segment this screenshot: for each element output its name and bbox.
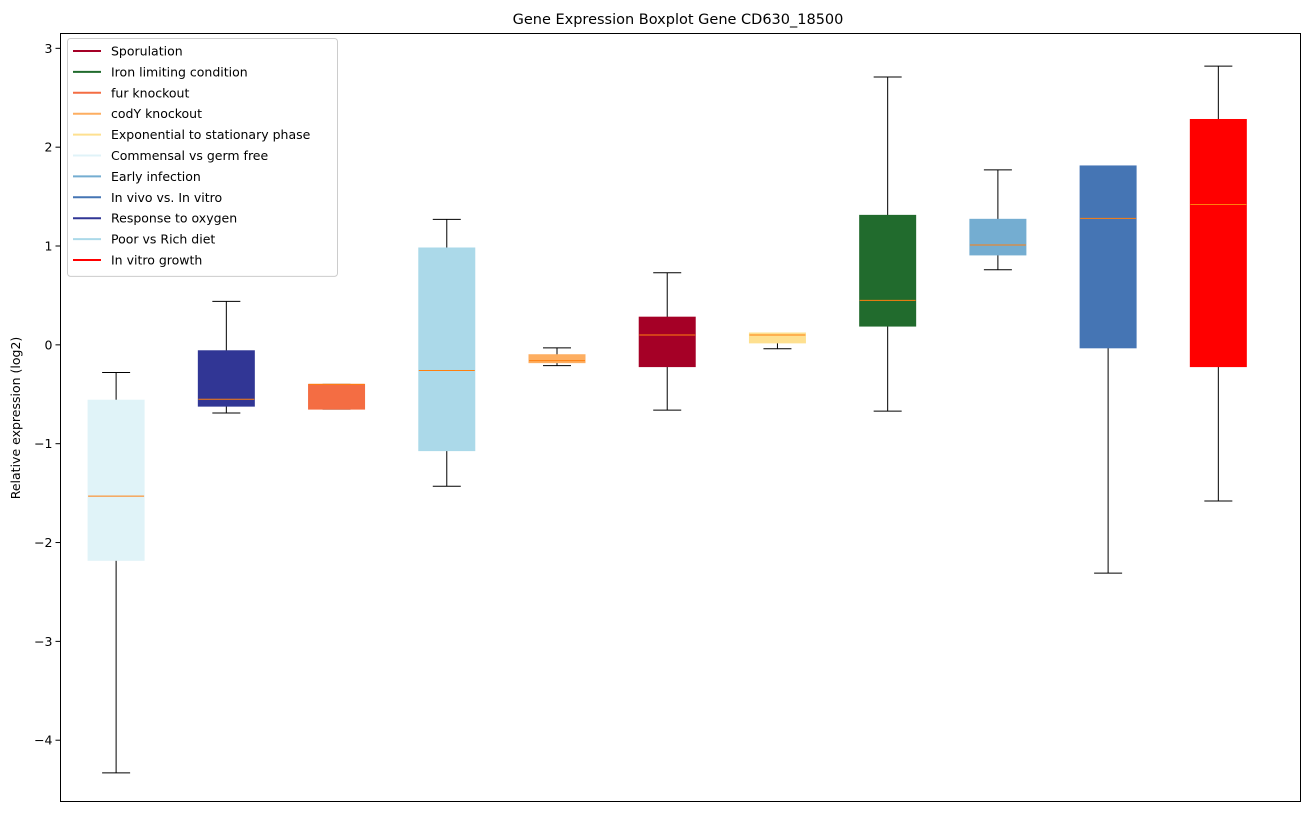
box-group bbox=[197, 300, 255, 414]
legend-entry: Response to oxygen bbox=[73, 211, 237, 226]
legend-label: In vivo vs. In vitro bbox=[111, 190, 222, 205]
box-iqr bbox=[308, 383, 366, 410]
y-tick-label: 3 bbox=[45, 41, 53, 56]
box-group bbox=[859, 76, 917, 412]
y-tick-label: 0 bbox=[45, 337, 53, 352]
box-iqr bbox=[859, 214, 917, 327]
box-group bbox=[1189, 65, 1247, 502]
boxes-layer bbox=[87, 65, 1247, 774]
legend-entry: fur knockout bbox=[73, 85, 189, 100]
box-group bbox=[748, 332, 806, 350]
legend-entry: In vitro growth bbox=[73, 253, 202, 268]
box-iqr bbox=[638, 316, 696, 368]
legend-label: fur knockout bbox=[111, 85, 189, 100]
chart-title: Gene Expression Boxplot Gene CD630_18500 bbox=[513, 12, 844, 28]
legend-label: In vitro growth bbox=[111, 253, 202, 268]
legend-label: codY knockout bbox=[111, 106, 202, 121]
y-axis-label: Relative expression (log2) bbox=[8, 337, 23, 500]
box-iqr bbox=[528, 354, 586, 364]
legend-label: Commensal vs germ free bbox=[111, 148, 268, 163]
box-iqr bbox=[748, 332, 806, 344]
y-tick-label: 2 bbox=[45, 140, 53, 155]
box-group bbox=[308, 383, 366, 410]
legend-label: Early infection bbox=[111, 169, 201, 184]
legend-label: Poor vs Rich diet bbox=[111, 232, 215, 247]
y-tick-label: −4 bbox=[34, 733, 52, 748]
box-iqr bbox=[969, 218, 1027, 256]
box-iqr bbox=[87, 399, 145, 561]
legend-entry: Iron limiting condition bbox=[73, 64, 248, 79]
legend-entry: Early infection bbox=[73, 169, 201, 184]
legend: Sporulation Iron limiting condition fur kn… bbox=[67, 38, 338, 277]
box-group bbox=[1079, 165, 1137, 574]
box-iqr bbox=[1079, 165, 1137, 349]
y-axis-ticks: 3 2 1 0 −1 −2 −3 −4 bbox=[34, 41, 61, 748]
box-iqr bbox=[418, 247, 476, 452]
y-tick-label: 1 bbox=[45, 239, 53, 254]
legend-label: Response to oxygen bbox=[111, 211, 237, 226]
legend-entry: codY knockout bbox=[73, 106, 202, 121]
legend-entry: In vivo vs. In vitro bbox=[73, 190, 222, 205]
y-tick-label: −1 bbox=[34, 436, 52, 451]
box-iqr bbox=[1189, 118, 1247, 368]
legend-label: Exponential to stationary phase bbox=[111, 127, 311, 142]
y-tick-label: −3 bbox=[34, 634, 52, 649]
legend-label: Sporulation bbox=[111, 44, 183, 59]
legend-entry: Commensal vs germ free bbox=[73, 148, 268, 163]
legend-entry: Poor vs Rich diet bbox=[73, 232, 215, 247]
plot-area-frame bbox=[60, 33, 1301, 802]
legend-box bbox=[67, 38, 338, 277]
y-tick-label: −2 bbox=[34, 535, 52, 550]
box-group bbox=[528, 347, 586, 367]
box-group bbox=[87, 372, 145, 774]
box-iqr bbox=[197, 350, 255, 407]
legend-entry: Sporulation bbox=[73, 44, 183, 59]
box-group bbox=[418, 218, 476, 487]
box-group bbox=[969, 169, 1027, 271]
legend-label: Iron limiting condition bbox=[111, 64, 248, 79]
legend-entry: Exponential to stationary phase bbox=[73, 127, 311, 142]
box-group bbox=[638, 272, 696, 411]
